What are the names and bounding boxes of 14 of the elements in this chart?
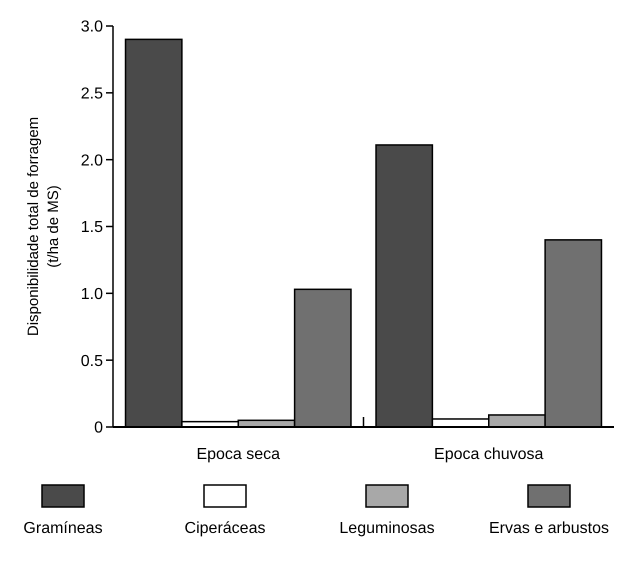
legend-label: Leguminosas <box>339 520 435 537</box>
y-tick-label: 2.5 <box>80 85 104 102</box>
legend-label: Ciperáceas <box>184 520 266 537</box>
x-tick-label: Epoca seca <box>196 446 280 463</box>
y-tick-label: 1.5 <box>80 219 104 236</box>
x-tick-label: Epoca chuvosa <box>434 446 544 463</box>
y-tick-label: 3.0 <box>80 18 104 36</box>
legend-label: Ervas e arbustos <box>488 520 610 537</box>
y-tick-label: 0 <box>94 420 104 437</box>
y-tick-label: 1.0 <box>80 286 104 303</box>
y-tick-label: 2.0 <box>80 152 104 170</box>
y-axis-title: Disponibilidade total de forragem (t/ha de MS) <box>25 116 62 336</box>
y-tick-label: 0.5 <box>80 352 104 370</box>
legend-label: Gramíneas <box>23 520 103 537</box>
